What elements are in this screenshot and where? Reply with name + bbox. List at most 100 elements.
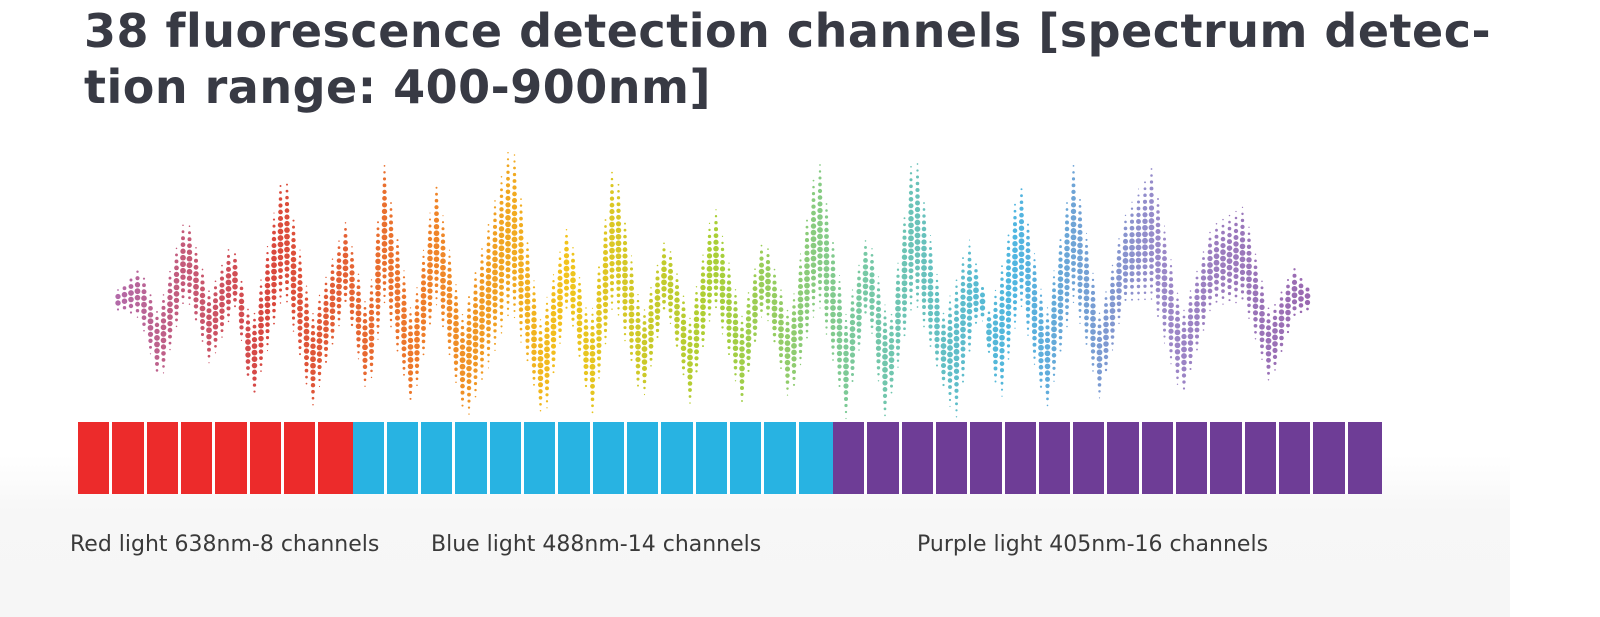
wave-dot: [792, 369, 796, 374]
wave-dot: [284, 246, 290, 253]
wave-dot: [642, 327, 647, 332]
wave-dot: [570, 303, 576, 309]
wave-dot: [511, 204, 518, 210]
wave-dot: [707, 240, 712, 245]
wave-dot: [428, 308, 432, 313]
wave-dot: [363, 378, 367, 382]
wave-dot: [563, 259, 570, 266]
wave-dot: [577, 333, 582, 339]
wave-dot: [707, 299, 712, 304]
wave-dot: [1143, 277, 1147, 282]
wave-dot: [668, 268, 673, 274]
channel-cell: [695, 422, 730, 494]
wave-dot: [949, 295, 951, 297]
wave-dot: [1189, 290, 1192, 292]
channel-cell: [1176, 422, 1211, 494]
wave-dot: [487, 360, 490, 363]
wave-dot: [260, 370, 262, 372]
wave-dot: [583, 350, 589, 357]
wave-dot: [271, 262, 277, 268]
wave-dot: [1149, 277, 1154, 282]
wave-dot: [726, 332, 732, 337]
wave-dot: [1155, 274, 1161, 280]
wave-dot: [420, 306, 427, 312]
wave-dot: [986, 336, 992, 342]
wave-dot: [927, 271, 934, 278]
wave-dot: [1090, 335, 1096, 342]
wave-dot: [486, 346, 491, 351]
wave-dot: [610, 184, 614, 188]
wave-dot: [1175, 316, 1180, 322]
wave-dot: [1155, 235, 1161, 241]
wave-dot: [778, 326, 784, 332]
wave-dot: [953, 348, 960, 355]
wave-dot: [402, 359, 406, 364]
wave-dot: [1091, 356, 1095, 360]
wave-dot: [550, 317, 557, 324]
wave-dot: [948, 301, 952, 304]
wave-dot: [836, 324, 843, 331]
wave-dot: [232, 277, 238, 284]
wave-dot: [798, 284, 803, 289]
wave-dot: [817, 207, 823, 214]
wave-dot: [785, 327, 790, 333]
wave-dot: [557, 269, 563, 274]
wave-dot: [1279, 335, 1284, 341]
wave-dot: [1247, 232, 1251, 236]
wave-dot: [317, 306, 322, 311]
wave-dot: [922, 305, 926, 309]
wave-dot: [779, 295, 783, 299]
wave-dot: [193, 297, 199, 303]
wave-dot: [739, 365, 745, 372]
wave-dot: [883, 322, 887, 327]
wave-dot: [1155, 261, 1161, 267]
wave-dot: [954, 310, 959, 316]
wave-dot: [713, 278, 719, 284]
wave-dot: [1122, 258, 1129, 264]
wave-dot: [1207, 275, 1213, 281]
wave-dot: [739, 333, 745, 339]
wave-dot: [519, 327, 523, 331]
wave-dot: [882, 393, 888, 398]
wave-dot: [420, 286, 427, 293]
wave-dot: [869, 304, 875, 310]
wave-dot: [479, 330, 485, 337]
wave-dot: [376, 331, 380, 334]
wave-dot: [1018, 244, 1025, 251]
wave-dot: [550, 323, 557, 330]
wave-dot: [1221, 289, 1225, 293]
wave-dot: [1096, 349, 1103, 356]
wave-dot: [869, 266, 875, 271]
wave-dot: [1155, 248, 1161, 254]
wave-dot: [1299, 277, 1303, 281]
wave-dot: [1097, 330, 1102, 336]
wave-dot: [792, 299, 796, 302]
wave-dot: [1241, 297, 1244, 300]
wave-dot: [700, 297, 706, 304]
wave-dot: [414, 305, 420, 310]
wave-dot: [941, 376, 946, 381]
wave-dot: [1202, 322, 1205, 325]
wave-dot: [512, 276, 517, 281]
wave-dot: [876, 288, 881, 292]
wave-dot: [388, 233, 394, 238]
wave-dot: [1018, 219, 1025, 225]
wave-dot: [453, 327, 459, 334]
wave-dot: [888, 337, 895, 344]
wave-dot: [947, 378, 953, 383]
wave-dot: [403, 373, 405, 376]
wave-dot: [329, 288, 336, 295]
wave-dot: [266, 251, 269, 255]
wave-dot: [264, 302, 271, 308]
wave-dot: [830, 260, 836, 265]
wave-dot: [363, 306, 367, 310]
wave-dot: [506, 176, 510, 181]
wave-dot: [713, 239, 719, 245]
wave-dot: [714, 215, 718, 218]
wave-dot: [472, 322, 479, 328]
wave-dot: [524, 298, 531, 305]
wave-dot: [290, 289, 297, 295]
wave-dot: [928, 265, 933, 271]
wave-dot: [1129, 257, 1135, 264]
wave-dot: [330, 328, 335, 333]
